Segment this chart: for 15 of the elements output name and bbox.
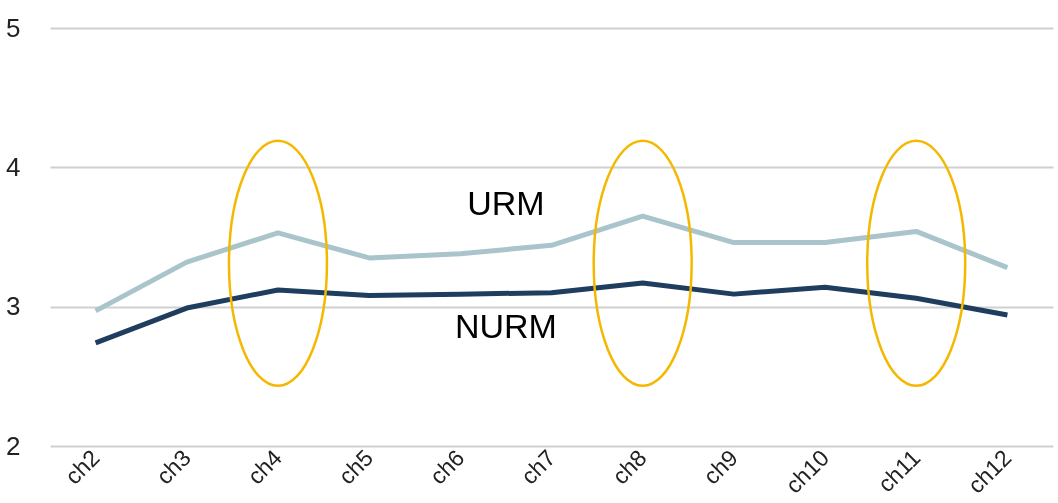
x-tick-label: ch4	[242, 444, 288, 490]
x-tick-label: ch7	[515, 444, 561, 490]
y-tick-label: 2	[6, 430, 21, 461]
series-label: NURM	[454, 306, 557, 345]
series-label: URM	[467, 184, 545, 223]
x-tick-label: ch5	[333, 444, 379, 490]
y-tick-label: 4	[6, 151, 21, 182]
x-tick-label: ch8	[607, 444, 652, 490]
x-tick-label: ch9	[698, 444, 743, 490]
x-tick-label: ch6	[424, 444, 470, 490]
x-tick-label: ch2	[59, 444, 105, 490]
y-tick-label: 3	[6, 291, 21, 322]
x-tick-label: ch11	[872, 444, 926, 498]
x-tick-label: ch3	[151, 444, 196, 490]
y-tick-label: 5	[6, 12, 21, 43]
